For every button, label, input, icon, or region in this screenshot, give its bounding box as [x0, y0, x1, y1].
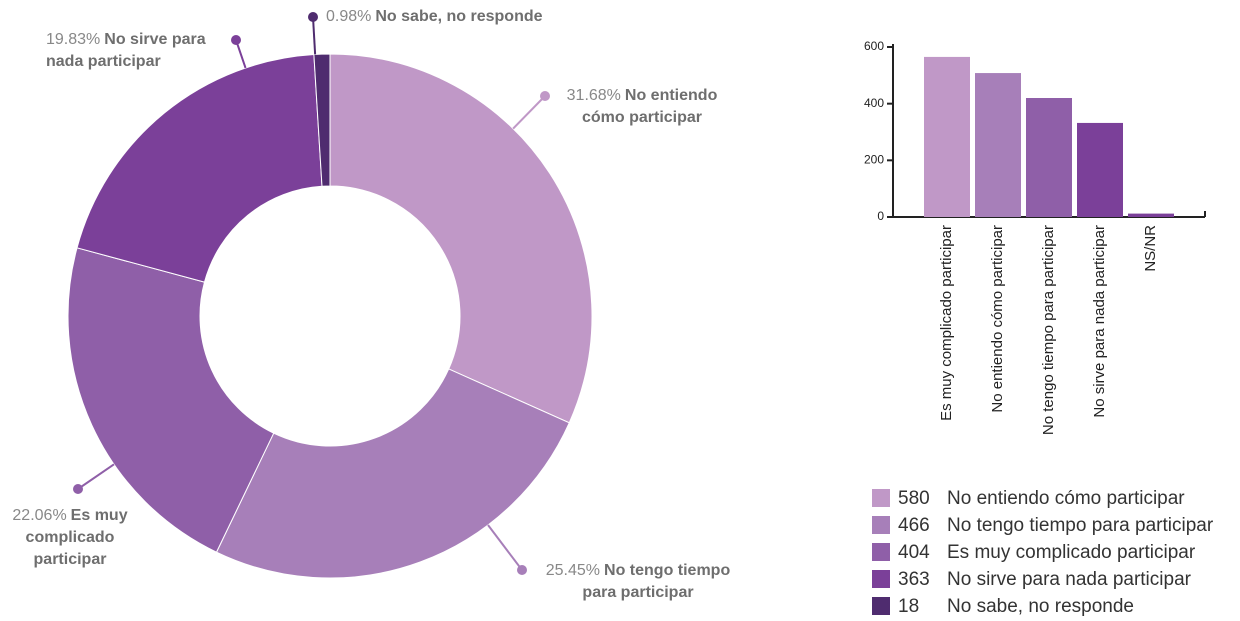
- legend-count: 363: [898, 569, 930, 590]
- legend-swatch: [872, 597, 890, 615]
- legend-swatch: [872, 489, 890, 507]
- x-tick-label: No entiendo cómo participar: [989, 225, 1006, 413]
- slice-label: 31.68% No entiendo cómo participar: [553, 85, 731, 129]
- slice-percent: 19.83%: [46, 31, 101, 48]
- bar: [1128, 213, 1174, 217]
- legend-label: No entiendo cómo participar: [947, 488, 1185, 509]
- legend-count: 18: [898, 596, 919, 617]
- donut-segment: [76, 53, 323, 283]
- slice-name: No entiendo cómo participar: [581, 87, 718, 126]
- slice-name: Es muy complicado participar: [25, 507, 128, 568]
- legend-label: Es muy complicado participar: [947, 542, 1196, 563]
- legend-count: 404: [898, 542, 930, 563]
- leader-line: [487, 524, 523, 571]
- bar: [975, 73, 1021, 217]
- slice-percent: 22.06%: [12, 507, 67, 524]
- bar: [924, 56, 970, 217]
- leader-dot: [73, 484, 83, 494]
- y-tick-label: 200: [864, 153, 884, 167]
- bar: [1026, 98, 1072, 217]
- legend-count: 580: [898, 488, 930, 509]
- donut-segment: [215, 368, 570, 579]
- donut-segment: [329, 53, 593, 424]
- legend-swatch: [872, 516, 890, 534]
- y-tick-label: 400: [864, 96, 884, 110]
- slice-name: No sabe, no responde: [375, 8, 543, 25]
- legend-label: No sabe, no responde: [947, 596, 1134, 617]
- leader-dot: [308, 12, 318, 22]
- leader-dot: [231, 35, 241, 45]
- leader-line: [312, 16, 317, 55]
- x-tick-label: Es muy complicado participar: [938, 225, 955, 421]
- leader-dot: [517, 565, 527, 575]
- x-tick-label: No sirve para nada participar: [1091, 225, 1108, 418]
- y-tick-label: 0: [877, 209, 884, 223]
- x-tick-label: NS/NR: [1142, 225, 1159, 272]
- legend-label: No sirve para nada participar: [947, 569, 1192, 590]
- donut-segment: [313, 53, 331, 187]
- donut-segment: [67, 247, 275, 553]
- legend-swatch: [872, 570, 890, 588]
- leader-dot: [540, 91, 550, 101]
- slice-percent: 31.68%: [566, 87, 621, 104]
- slice-name: No tengo tiempo para participar: [582, 562, 731, 601]
- slice-label: 0.98% No sabe, no responde: [326, 6, 606, 28]
- slice-label: 19.83% No sirve para nada participar: [46, 29, 231, 73]
- y-tick-label: 600: [864, 39, 884, 53]
- slice-percent: 25.45%: [545, 562, 601, 579]
- bar: [1077, 122, 1123, 217]
- slice-percent: 0.98%: [326, 8, 372, 25]
- legend-count: 466: [898, 515, 930, 536]
- leader-line: [77, 463, 115, 490]
- slice-label: 22.06% Es muy complicado participar: [4, 505, 136, 571]
- leader-line: [512, 95, 546, 130]
- slice-name: No sirve para nada participar: [46, 31, 206, 70]
- slice-label: 25.45% No tengo tiempo para participar: [538, 560, 738, 604]
- legend-label: No tengo tiempo para participar: [947, 515, 1214, 536]
- x-tick-label: No tengo tiempo para participar: [1040, 225, 1057, 435]
- legend-swatch: [872, 543, 890, 561]
